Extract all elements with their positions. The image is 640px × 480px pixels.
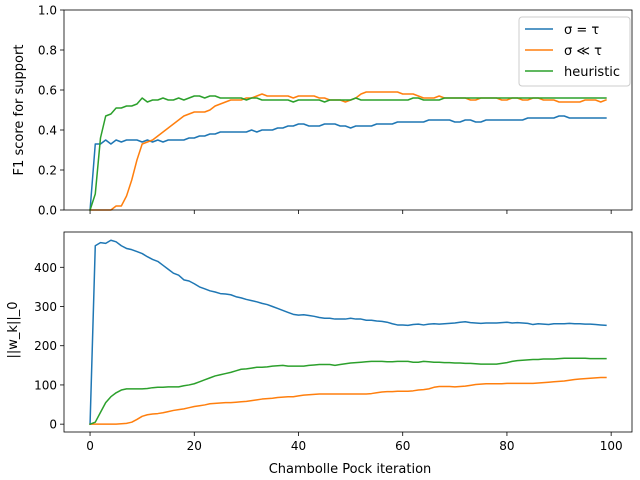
- legend-label-heuristic: heuristic: [564, 65, 620, 80]
- weight-norm-series-sigma-much-less-tau: [89, 376, 607, 425]
- weight-norm-y-tick-label: 0: [49, 418, 57, 432]
- f1-score-y-tick-label: 0.2: [38, 164, 57, 178]
- weight-norm-panel: 0 20 40 60 80 100 0 100 200 300 400 ||w_k||_0 Cham…: [6, 231, 633, 477]
- weight-norm-y-tick-label: 300: [34, 300, 57, 314]
- weight-norm-axes-frame: [63, 231, 633, 433]
- f1-score-axes-frame: [63, 9, 633, 211]
- legend-box: [518, 16, 631, 87]
- legend-entry-sigma-equals-tau: σ = τ: [525, 23, 599, 38]
- f1-score-y-tick-label: 0.8: [38, 44, 57, 58]
- weight-norm-x-tick-label: 60: [395, 439, 410, 453]
- f1-score-y-tick-label: 1.0: [38, 4, 57, 18]
- weight-norm-y-axis-label: ||w_k||_0: [6, 302, 21, 359]
- f1-score-y-tick-label: 0.6: [38, 84, 57, 98]
- weight-norm-x-tick-label: 80: [499, 439, 514, 453]
- f1-score-ticks: 0.0 0.2 0.4 0.6 0.8 1.0: [38, 4, 612, 218]
- legend-entry-sigma-much-less-tau: σ ≪ τ: [525, 44, 602, 59]
- legend-label-sigma-equals-tau: σ = τ: [564, 23, 599, 38]
- f1-score-series-heuristic: [89, 95, 607, 211]
- legend-entry-heuristic: heuristic: [525, 65, 620, 80]
- weight-norm-x-tick-label: 20: [187, 439, 202, 453]
- f1-score-panel: 0.00.20.40.60.81.0 F1 score for support …: [12, 4, 633, 218]
- x-axis-label: Chambolle Pock iteration: [269, 462, 432, 477]
- legend-label-sigma-much-less-tau: σ ≪ τ: [564, 44, 602, 59]
- f1-score-series: [89, 91, 607, 211]
- f1-score-y-axis-label: F1 score for support: [12, 45, 27, 176]
- f1-score-y-tick-label: 0.0: [38, 204, 57, 218]
- weight-norm-x-tick-label: 40: [291, 439, 306, 453]
- f1-score-series-sigma-much-less-tau: [89, 91, 607, 211]
- weight-norm-x-tick-label: 0: [86, 439, 94, 453]
- weight-norm-series: [89, 239, 607, 426]
- weight-norm-y-tick-label: 200: [34, 339, 57, 353]
- weight-norm-y-tick-label: 100: [34, 378, 57, 392]
- f1-score-series-sigma-equals-tau: [89, 115, 607, 211]
- weight-norm-ticks: 0 20 40 60 80 100 0 100 200 300 400: [34, 261, 623, 453]
- weight-norm-series-sigma-equals-tau: [89, 239, 607, 425]
- legend: σ = τ σ ≪ τ heuristic: [518, 16, 631, 87]
- f1-score-y-tick-label: 0.4: [38, 124, 57, 138]
- weight-norm-series-heuristic: [89, 357, 607, 426]
- weight-norm-y-tick-label: 400: [34, 261, 57, 275]
- weight-norm-x-tick-label: 100: [600, 439, 623, 453]
